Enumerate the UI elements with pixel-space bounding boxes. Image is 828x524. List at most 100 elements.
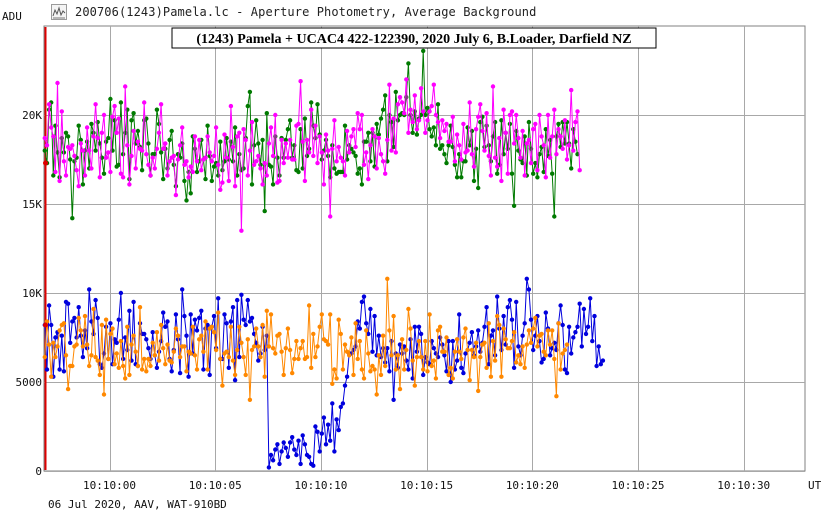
data-point [353,321,358,326]
data-point [344,374,350,379]
data-point [433,376,439,381]
y-tick-label: 10K [22,287,42,300]
data-point [541,169,546,175]
data-point [380,333,386,338]
data-point [469,330,475,335]
data-point [59,109,64,114]
data-point [209,159,214,164]
data-point [471,354,477,360]
data-point [239,340,244,345]
data-point [279,449,284,454]
data-point [177,143,183,148]
data-point [446,143,451,148]
start-markers [43,160,48,328]
data-point [161,310,166,315]
data-point [306,150,312,155]
data-point [330,381,335,386]
series-magenta [42,77,582,233]
data-point [260,182,265,187]
data-point [61,321,67,326]
data-point [120,152,126,157]
data-point [95,315,100,321]
data-point [418,112,424,118]
data-point [328,438,333,443]
data-point [340,401,346,406]
data-point [63,130,69,135]
data-point [211,313,217,319]
data-point [228,319,234,324]
data-point [300,338,305,344]
data-point [241,127,246,132]
data-point [125,324,130,329]
data-point [554,394,559,399]
data-point [454,132,460,137]
x-tick-label: 10:10:15 [400,479,453,492]
data-point [89,166,94,171]
data-point [463,159,468,164]
data-point [342,383,348,388]
data-point [74,168,79,173]
data-point [429,363,434,369]
data-point [368,306,373,312]
data-point [91,306,96,312]
data-point [275,442,280,447]
data-point [465,148,470,153]
data-point [526,119,532,125]
data-point [287,137,293,143]
data-point [550,134,555,139]
data-point [457,143,462,148]
data-point [163,362,168,367]
data-point [222,132,227,137]
data-point [431,358,436,363]
data-point [478,354,483,360]
data-point [224,349,229,354]
data-point [499,118,504,123]
data-point [285,155,291,160]
data-point [435,119,441,125]
data-point [150,155,155,160]
data-point [336,144,341,150]
data-point [245,173,250,178]
data-point [292,447,297,452]
data-point [537,112,542,118]
data-point [76,184,81,189]
data-point [556,127,561,132]
data-point [351,150,356,155]
data-point [321,415,327,420]
data-point [446,338,451,344]
data-point [509,338,515,344]
lightcurve-app-icon[interactable] [51,4,67,20]
data-point [216,173,221,178]
data-point [161,346,166,351]
data-point [146,346,151,351]
data-point [418,86,424,91]
data-point [154,107,160,112]
data-point [131,299,136,305]
data-point [175,157,181,162]
data-point [256,358,261,363]
data-point [562,367,568,372]
data-point [180,125,185,130]
data-point [171,349,176,354]
data-point [492,358,498,363]
data-point [505,171,510,176]
data-point [158,102,164,107]
data-point [309,100,314,105]
data-point [395,353,401,358]
data-point [283,346,288,351]
data-point [541,349,546,354]
data-point [323,338,329,344]
data-point [120,175,126,180]
data-point [342,123,348,128]
x-tick-label: 10:10:05 [189,479,242,492]
data-point [514,112,519,118]
data-point [279,349,284,354]
data-point [266,141,272,146]
data-point [118,100,124,105]
x-tick-label: 10:10:00 [83,479,136,492]
data-point [228,103,234,109]
data-point [216,296,221,301]
data-point [285,127,291,132]
data-point [144,369,149,374]
data-point [116,317,122,322]
